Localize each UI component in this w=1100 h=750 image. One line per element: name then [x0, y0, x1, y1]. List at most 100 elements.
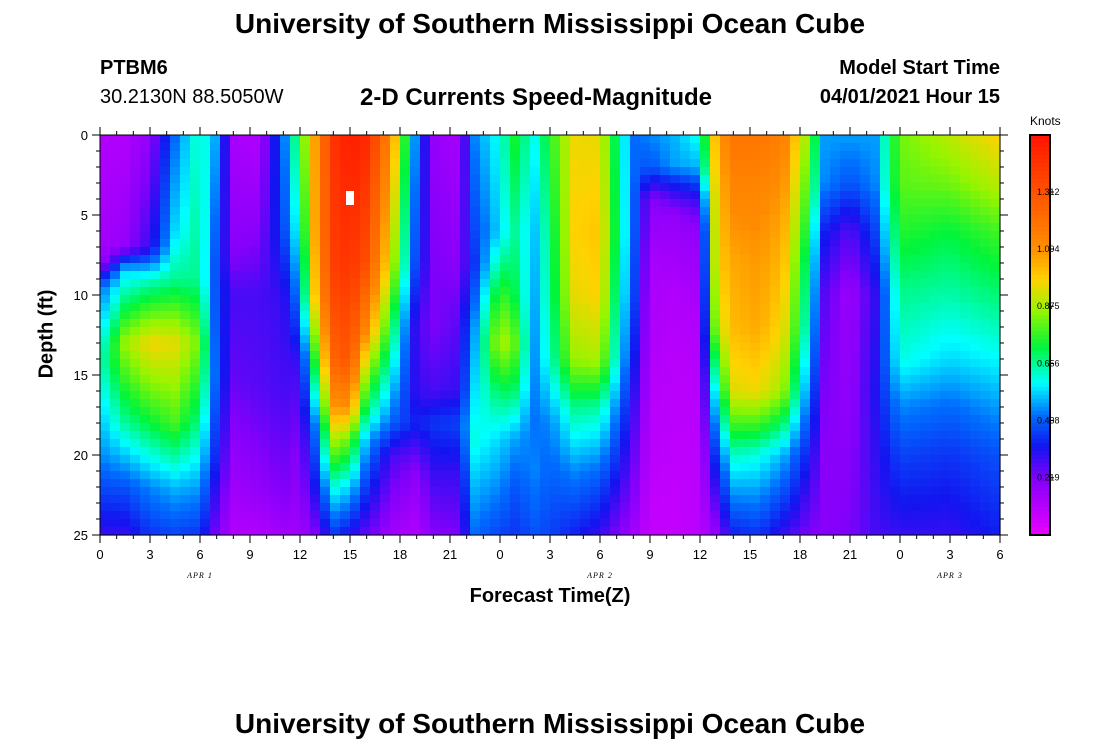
- heatmap-cell: [570, 503, 581, 512]
- heatmap-cell: [640, 191, 651, 200]
- heatmap-cell: [250, 231, 261, 240]
- heatmap-cell: [870, 423, 881, 432]
- heatmap-cell: [550, 255, 561, 264]
- heatmap-cell: [720, 215, 731, 224]
- heatmap-cell: [580, 423, 591, 432]
- heatmap-cell: [920, 527, 931, 536]
- heatmap-cell: [910, 447, 921, 456]
- heatmap-cell: [710, 503, 721, 512]
- heatmap-cell: [110, 383, 121, 392]
- heatmap-cell: [200, 287, 211, 296]
- heatmap-cell: [250, 319, 261, 328]
- heatmap-cell: [520, 135, 531, 144]
- heatmap-cell: [470, 439, 481, 448]
- heatmap-cell: [430, 167, 441, 176]
- heatmap-cell: [250, 407, 261, 416]
- heatmap-cell: [850, 367, 861, 376]
- heatmap-cell: [340, 215, 351, 224]
- heatmap-cell: [500, 343, 511, 352]
- heatmap-cell: [820, 519, 831, 528]
- heatmap-cell: [780, 439, 791, 448]
- heatmap-cell: [630, 407, 641, 416]
- heatmap-cell: [990, 471, 1001, 480]
- heatmap-cell: [350, 287, 361, 296]
- heatmap-cell: [260, 471, 271, 480]
- heatmap-cell: [520, 223, 531, 232]
- colorbar-step: [1030, 491, 1050, 496]
- heatmap-cell: [700, 335, 711, 344]
- heatmap-cell: [480, 327, 491, 336]
- heatmap-cell: [760, 311, 771, 320]
- colorbar-step: [1030, 387, 1050, 392]
- heatmap-cell: [480, 143, 491, 152]
- heatmap-cell: [480, 255, 491, 264]
- heatmap-cell: [170, 271, 181, 280]
- heatmap-cell: [110, 487, 121, 496]
- heatmap-cell: [130, 495, 141, 504]
- heatmap-cell: [760, 439, 771, 448]
- heatmap-cell: [590, 479, 601, 488]
- heatmap-cell: [430, 503, 441, 512]
- heatmap-cell: [560, 415, 571, 424]
- heatmap-cell: [230, 135, 241, 144]
- heatmap-cell: [840, 383, 851, 392]
- heatmap-cell: [760, 383, 771, 392]
- heatmap-cell: [780, 287, 791, 296]
- heatmap-cell: [790, 351, 801, 360]
- heatmap-cell: [290, 279, 301, 288]
- heatmap-cell: [980, 151, 991, 160]
- heatmap-cell: [760, 279, 771, 288]
- heatmap-cell: [640, 463, 651, 472]
- heatmap-cell: [710, 215, 721, 224]
- heatmap-cell: [720, 511, 731, 520]
- heatmap-cell: [490, 151, 501, 160]
- heatmap-cell: [910, 311, 921, 320]
- heatmap-cell: [460, 519, 471, 528]
- heatmap-cell: [540, 239, 551, 248]
- heatmap-cell: [880, 351, 891, 360]
- heatmap-cell: [640, 279, 651, 288]
- heatmap-cell: [240, 319, 251, 328]
- heatmap-cell: [830, 423, 841, 432]
- heatmap-cell: [280, 471, 291, 480]
- heatmap-cell: [870, 311, 881, 320]
- heatmap-cell: [600, 351, 611, 360]
- heatmap-cell: [390, 479, 401, 488]
- heatmap-cell: [170, 199, 181, 208]
- heatmap-cell: [460, 151, 471, 160]
- heatmap-cell: [430, 359, 441, 368]
- heatmap-cell: [340, 495, 351, 504]
- heatmap-cell: [690, 391, 701, 400]
- heatmap-cell: [520, 455, 531, 464]
- heatmap-cell: [390, 263, 401, 272]
- heatmap-cell: [150, 167, 161, 176]
- heatmap-cell: [210, 359, 221, 368]
- heatmap-cell: [840, 247, 851, 256]
- heatmap-cell: [410, 255, 421, 264]
- heatmap-cell: [740, 199, 751, 208]
- heatmap-cell: [380, 439, 391, 448]
- heatmap-cell: [160, 471, 171, 480]
- heatmap-cell: [200, 319, 211, 328]
- heatmap-cell: [750, 279, 761, 288]
- heatmap-cell: [360, 447, 371, 456]
- heatmap-cell: [610, 511, 621, 520]
- heatmap-cell: [380, 463, 391, 472]
- heatmap-cell: [280, 503, 291, 512]
- heatmap-cell: [320, 279, 331, 288]
- heatmap-cell: [740, 295, 751, 304]
- heatmap-cell: [940, 479, 951, 488]
- heatmap-cell: [500, 503, 511, 512]
- heatmap-cell: [580, 391, 591, 400]
- heatmap-cell: [140, 151, 151, 160]
- heatmap-cell: [270, 335, 281, 344]
- heatmap-cell: [870, 495, 881, 504]
- heatmap-cell: [660, 431, 671, 440]
- heatmap-cell: [590, 231, 601, 240]
- heatmap-cell: [320, 255, 331, 264]
- heatmap-cell: [230, 263, 241, 272]
- heatmap-cell: [410, 527, 421, 536]
- heatmap-cell: [450, 431, 461, 440]
- heatmap-cell: [360, 215, 371, 224]
- heatmap-cell: [430, 455, 441, 464]
